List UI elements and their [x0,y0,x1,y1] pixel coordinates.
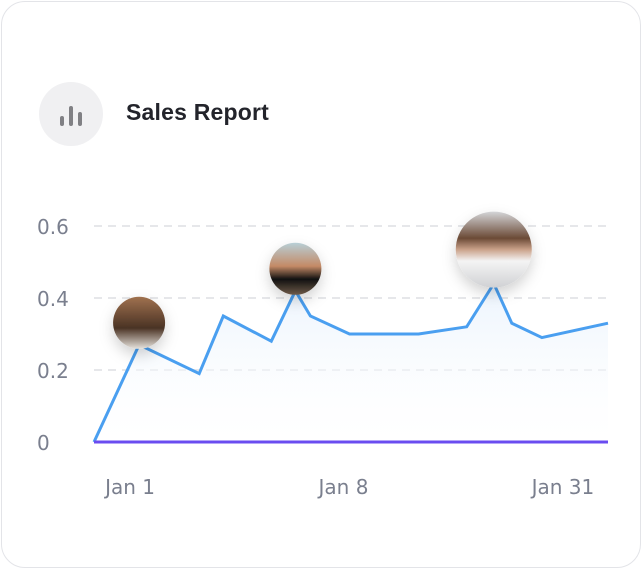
y-tick-label: 0.2 [37,359,69,383]
y-tick-label: 0 [37,431,50,455]
y-tick-label: 0.6 [37,215,69,239]
area-fill [94,283,608,442]
card-title: Sales Report [126,99,270,125]
x-tick-label: Jan 1 [103,475,155,499]
x-tick-label: Jan 8 [317,475,369,499]
x-tick-label: Jan 31 [530,475,595,499]
avatar [113,296,166,349]
bar-chart-icon [39,82,103,146]
avatar [269,242,322,295]
y-tick-label: 0.4 [37,287,69,311]
series-line [92,280,609,443]
avatar [455,211,532,288]
